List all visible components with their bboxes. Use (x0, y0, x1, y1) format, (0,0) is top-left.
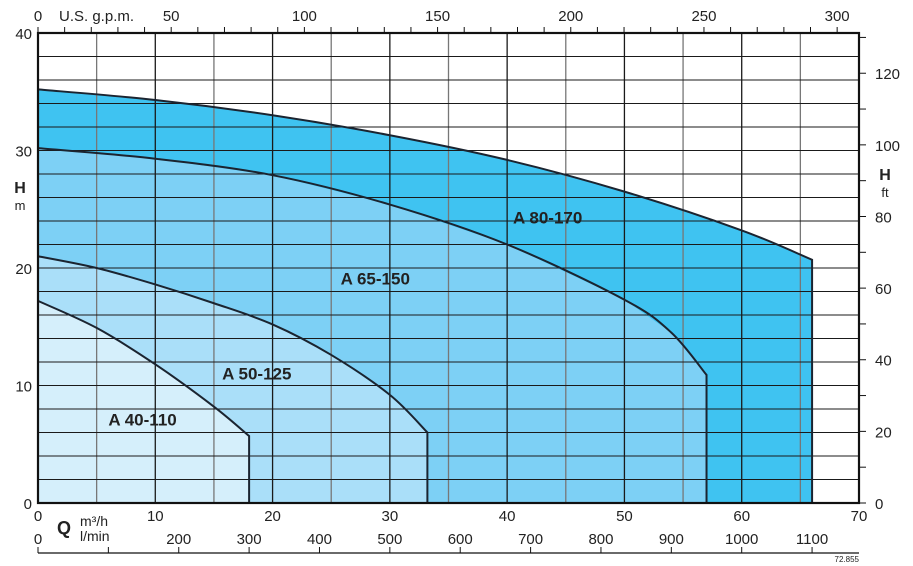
series-label: A 65-150 (341, 269, 410, 288)
y-left-tick-label: 0 (24, 496, 32, 513)
x-top-tick-label: 200 (558, 8, 583, 25)
x-top-tick-label: 50 (163, 8, 180, 25)
x-bottom-tick-label: 0 (34, 508, 42, 525)
y-right-tick-label: 80 (875, 209, 892, 226)
x-bottom-tick-label: 20 (264, 508, 281, 525)
y-left-tick-label: 20 (15, 261, 32, 278)
x-lmin-tick-label: 400 (307, 531, 332, 548)
x-bottom-tick-label: 10 (147, 508, 164, 525)
x-lmin-tick-label: 700 (518, 531, 543, 548)
curve-a-40-110 (37, 299, 251, 503)
x-lmin-tick-label: 1000 (725, 531, 758, 548)
y-right-tick-label: 0 (875, 496, 883, 513)
curve-a-65-150 (37, 147, 708, 503)
y-left-tick-label: 10 (15, 379, 32, 396)
y-right-tick-label: 100 (875, 138, 900, 155)
y-left-axis-unit: m (15, 198, 26, 213)
x-top-tick-label: 150 (425, 8, 450, 25)
x-lmin-tick-label: 300 (237, 531, 262, 548)
x-top-tick-label: 250 (691, 8, 716, 25)
x-top-axis-label: U.S. g.p.m. (59, 8, 134, 25)
x-bottom-tick-label: 60 (733, 508, 750, 525)
x-lmin-tick-label: 900 (659, 531, 684, 548)
x-lmin-tick-label: 600 (448, 531, 473, 548)
y-left-tick-label: 40 (15, 26, 32, 43)
y-right-tick-label: 60 (875, 281, 892, 298)
x-lmin-tick-label: 800 (588, 531, 613, 548)
x-lmin-tick-label: 500 (377, 531, 402, 548)
q-symbol: Q (57, 518, 71, 538)
x-bottom-tick-label: 70 (851, 508, 868, 525)
x-bottom-tick-label: 30 (382, 508, 399, 525)
series-label: A 80-170 (513, 208, 582, 227)
x-lmin-tick-label: 0 (34, 531, 42, 548)
plot-frame (36, 31, 861, 505)
x-bottom-tick-label: 50 (616, 508, 633, 525)
y-right-tick-label: 40 (875, 353, 892, 370)
y-left-axis-label: H (14, 180, 26, 197)
curve-a-80-170 (37, 88, 814, 503)
x-bottom-unit-m3h: m³/h (80, 513, 108, 529)
curve-a-50-125 (37, 255, 429, 503)
x-lmin-tick-label: 200 (166, 531, 191, 548)
x-bottom-tick-label: 40 (499, 508, 516, 525)
x-top-tick-label: 300 (825, 8, 850, 25)
x-bottom-unit-lmin: l/min (80, 528, 110, 544)
x-lmin-tick-label: 1100 (796, 531, 828, 548)
y-right-tick-label: 20 (875, 424, 892, 441)
footnote-code: 72.855 (835, 555, 860, 564)
y-right-axis-label: H (879, 167, 891, 184)
area-a-40-110 (38, 300, 250, 503)
y-right-tick-label: 120 (875, 66, 900, 83)
x-top-tick-label: 100 (292, 8, 317, 25)
x-top-tick-label: 0 (34, 8, 42, 25)
series-label: A 40-110 (108, 410, 176, 429)
y-left-tick-label: 30 (15, 144, 32, 161)
series-label: A 50-125 (222, 365, 291, 384)
y-right-axis-unit: ft (881, 185, 889, 200)
